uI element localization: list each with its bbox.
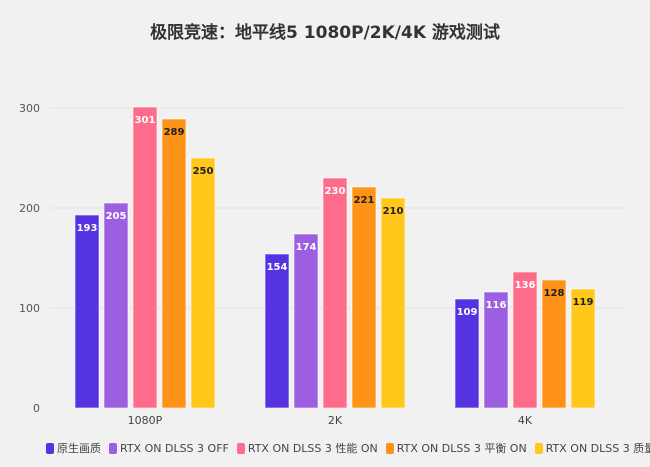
data-label: 174	[296, 242, 317, 253]
legend-swatch	[385, 442, 394, 454]
chart-title: 极限竞速：地平线5 1080P/2K/4K 游戏测试	[150, 23, 500, 43]
bar	[570, 288, 596, 409]
data-label: 221	[354, 195, 375, 206]
legend-label: RTX ON DLSS 3 OFF	[120, 441, 229, 455]
legend-label: RTX ON DLSS 3 性能 ON	[247, 442, 378, 455]
y-tick-label: 0	[33, 402, 40, 415]
legend-item[interactable]: RTX ON DLSS 3 性能 ON	[236, 440, 378, 456]
bar	[483, 291, 509, 409]
data-label: 193	[77, 223, 98, 234]
bar	[293, 233, 319, 409]
bar	[161, 118, 187, 409]
bar	[541, 279, 567, 409]
data-label: 119	[573, 297, 594, 308]
bar	[132, 106, 158, 409]
legend-label: RTX ON DLSS 3 质量 ON	[545, 442, 650, 455]
bar	[322, 177, 348, 409]
data-label: 301	[135, 115, 156, 126]
y-tick-label: 300	[19, 102, 40, 115]
bar	[103, 202, 129, 409]
data-label: 205	[106, 211, 127, 222]
legend-item[interactable]: RTX ON DLSS 3 质量 ON	[534, 440, 650, 456]
data-label: 109	[457, 307, 478, 318]
bar	[264, 253, 290, 409]
bar	[380, 197, 406, 409]
bar	[351, 186, 377, 409]
data-label: 210	[383, 206, 404, 217]
bar	[454, 298, 480, 409]
y-tick-label: 200	[19, 202, 40, 215]
legend-swatch	[236, 442, 245, 454]
x-tick-label: 4K	[518, 414, 533, 427]
data-label: 250	[193, 166, 214, 177]
legend-item[interactable]: RTX ON DLSS 3 平衡 ON	[385, 440, 527, 456]
legend-swatch	[109, 442, 117, 454]
legend-swatch	[534, 442, 543, 454]
data-label: 136	[515, 280, 536, 291]
legend-label: 原生画质	[57, 442, 101, 455]
data-label: 154	[267, 262, 288, 273]
legend-item[interactable]: 原生画质	[46, 440, 101, 456]
data-label: 128	[544, 288, 565, 299]
bar	[512, 271, 538, 409]
x-tick-label: 1080P	[128, 414, 163, 427]
data-label: 289	[164, 127, 185, 138]
data-label: 116	[486, 300, 507, 311]
legend: 原生画质 RTX ON DLSS 3 OFF RTX ON DLSS 3 性能 ON…	[46, 440, 650, 456]
y-tick-label: 100	[19, 302, 40, 315]
bar	[190, 157, 216, 409]
bar	[74, 214, 100, 409]
legend-item[interactable]: RTX ON DLSS 3 OFF	[109, 440, 229, 456]
data-label: 230	[325, 186, 346, 197]
legend-swatch	[46, 442, 54, 454]
x-tick-label: 2K	[328, 414, 343, 427]
legend-label: RTX ON DLSS 3 平衡 ON	[396, 442, 527, 455]
